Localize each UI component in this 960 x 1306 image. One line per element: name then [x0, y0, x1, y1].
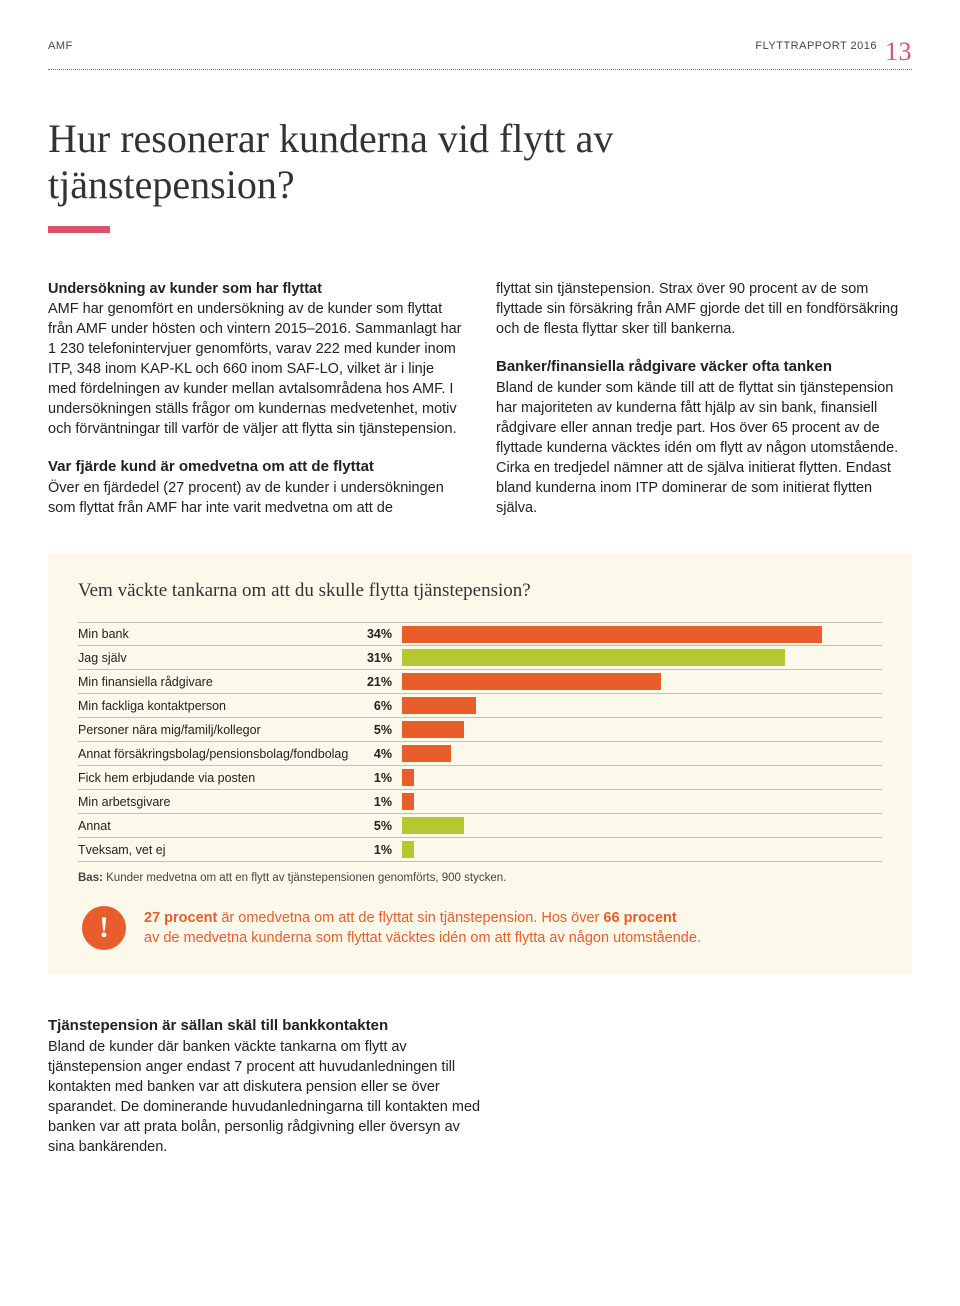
- chart-bar-cell: [402, 814, 882, 837]
- bottom-subhead: Tjänstepension är sällan skäl till bankk…: [48, 1016, 488, 1037]
- chart-row-label: Personer nära mig/familj/kollegor: [78, 718, 358, 741]
- body-p3: flyttat sin tjänstepension. Strax över 9…: [496, 279, 912, 339]
- chart-bar: [402, 697, 476, 714]
- chart-bar: [402, 673, 661, 690]
- chart-bar-cell: [402, 742, 882, 765]
- chart-row-label: Min finansiella rådgivare: [78, 670, 358, 693]
- chart-footnote-label: Bas:: [78, 872, 103, 884]
- callout-t1: är omedvetna om att de flyttat sin tjäns…: [217, 910, 603, 926]
- callout: ! 27 procent är omedvetna om att de flyt…: [78, 906, 882, 950]
- subhead-1: Var fjärde kund är omedvetna om att de f…: [48, 457, 464, 478]
- chart-bar-cell: [402, 718, 882, 741]
- chart-row: Personer nära mig/familj/kollegor5%: [78, 718, 882, 742]
- body-col-left: Undersökning av kunder som har flyttat A…: [48, 279, 464, 518]
- page-header: AMF FLYTTRAPPORT 2016 13: [48, 40, 912, 63]
- chart-footnote: Bas: Kunder medvetna om att en flytt av …: [78, 872, 882, 884]
- chart-row: Annat försäkringsbolag/pensionsbolag/fon…: [78, 742, 882, 766]
- chart-bar: [402, 769, 414, 786]
- chart-row-pct: 21%: [358, 670, 402, 693]
- chart-row: Tveksam, vet ej1%: [78, 838, 882, 862]
- chart-bar: [402, 793, 414, 810]
- page-number: 13: [885, 40, 912, 63]
- callout-hl2: 66 procent: [603, 910, 676, 926]
- chart-body: Min bank34%Jag själv31%Min finansiella r…: [78, 622, 882, 862]
- chart-row-label: Min fackliga kontaktperson: [78, 694, 358, 717]
- chart-row-pct: 5%: [358, 814, 402, 837]
- chart-row: Min bank34%: [78, 622, 882, 646]
- body-columns: Undersökning av kunder som har flyttat A…: [48, 279, 912, 518]
- chart-bar-cell: [402, 766, 882, 789]
- chart-row: Min finansiella rådgivare21%: [78, 670, 882, 694]
- body-p4: Bland de kunder som kände till att de fl…: [496, 378, 912, 518]
- body-p1: AMF har genomfört en undersökning av de …: [48, 301, 462, 437]
- header-rule: [48, 69, 912, 70]
- chart-footnote-text: Kunder medvetna om att en flytt av tjäns…: [103, 872, 506, 884]
- chart-bar: [402, 841, 414, 858]
- chart-row-pct: 4%: [358, 742, 402, 765]
- chart-bar: [402, 745, 451, 762]
- lead-in: Undersökning av kunder som har flyttat: [48, 281, 322, 297]
- chart-row-label: Min bank: [78, 623, 358, 645]
- chart-row-label: Tveksam, vet ej: [78, 838, 358, 861]
- chart-row-pct: 1%: [358, 838, 402, 861]
- chart-bar: [402, 721, 464, 738]
- bottom-section: Tjänstepension är sällan skäl till bankk…: [48, 1016, 488, 1157]
- chart-row-label: Jag själv: [78, 646, 358, 669]
- chart-row-label: Annat försäkringsbolag/pensionsbolag/fon…: [78, 742, 358, 765]
- callout-hl1: 27 procent: [144, 910, 217, 926]
- chart-bar-cell: [402, 790, 882, 813]
- header-report-title: FLYTTRAPPORT 2016: [755, 40, 877, 52]
- chart-bar-cell: [402, 838, 882, 861]
- header-brand: AMF: [48, 40, 73, 52]
- chart-title: Vem väckte tankarna om att du skulle fly…: [78, 580, 882, 602]
- chart-row: Fick hem erbjudande via posten1%: [78, 766, 882, 790]
- chart-bar-cell: [402, 623, 882, 645]
- subhead-2: Banker/finansiella rådgivare väcker ofta…: [496, 357, 912, 378]
- chart-row-label: Fick hem erbjudande via posten: [78, 766, 358, 789]
- exclamation-icon: !: [82, 906, 126, 950]
- chart-row-pct: 6%: [358, 694, 402, 717]
- page-title: Hur resonerar kunderna vid flytt av tjän…: [48, 116, 688, 208]
- body-col-right: flyttat sin tjänstepension. Strax över 9…: [496, 279, 912, 518]
- chart-row-label: Min arbetsgivare: [78, 790, 358, 813]
- chart-row-label: Annat: [78, 814, 358, 837]
- body-p2: Över en fjärdedel (27 procent) av de kun…: [48, 478, 464, 518]
- chart-bar: [402, 817, 464, 834]
- chart-bar: [402, 649, 785, 666]
- chart-bar-cell: [402, 670, 882, 693]
- chart-row-pct: 1%: [358, 766, 402, 789]
- chart-row-pct: 1%: [358, 790, 402, 813]
- chart-row: Jag själv31%: [78, 646, 882, 670]
- chart-row-pct: 5%: [358, 718, 402, 741]
- chart-bar-cell: [402, 694, 882, 717]
- chart-bar-cell: [402, 646, 882, 669]
- chart-row: Annat5%: [78, 814, 882, 838]
- chart-row: Min fackliga kontaktperson6%: [78, 694, 882, 718]
- chart-row-pct: 31%: [358, 646, 402, 669]
- callout-t2: av de medvetna kunderna som flyttat väck…: [144, 930, 701, 946]
- callout-text: 27 procent är omedvetna om att de flytta…: [144, 906, 701, 949]
- chart-panel: Vem väckte tankarna om att du skulle fly…: [48, 554, 912, 974]
- chart-row: Min arbetsgivare1%: [78, 790, 882, 814]
- chart-bar: [402, 626, 822, 643]
- title-accent-bar: [48, 226, 110, 233]
- chart-row-pct: 34%: [358, 623, 402, 645]
- bottom-paragraph: Bland de kunder där banken väckte tankar…: [48, 1037, 488, 1157]
